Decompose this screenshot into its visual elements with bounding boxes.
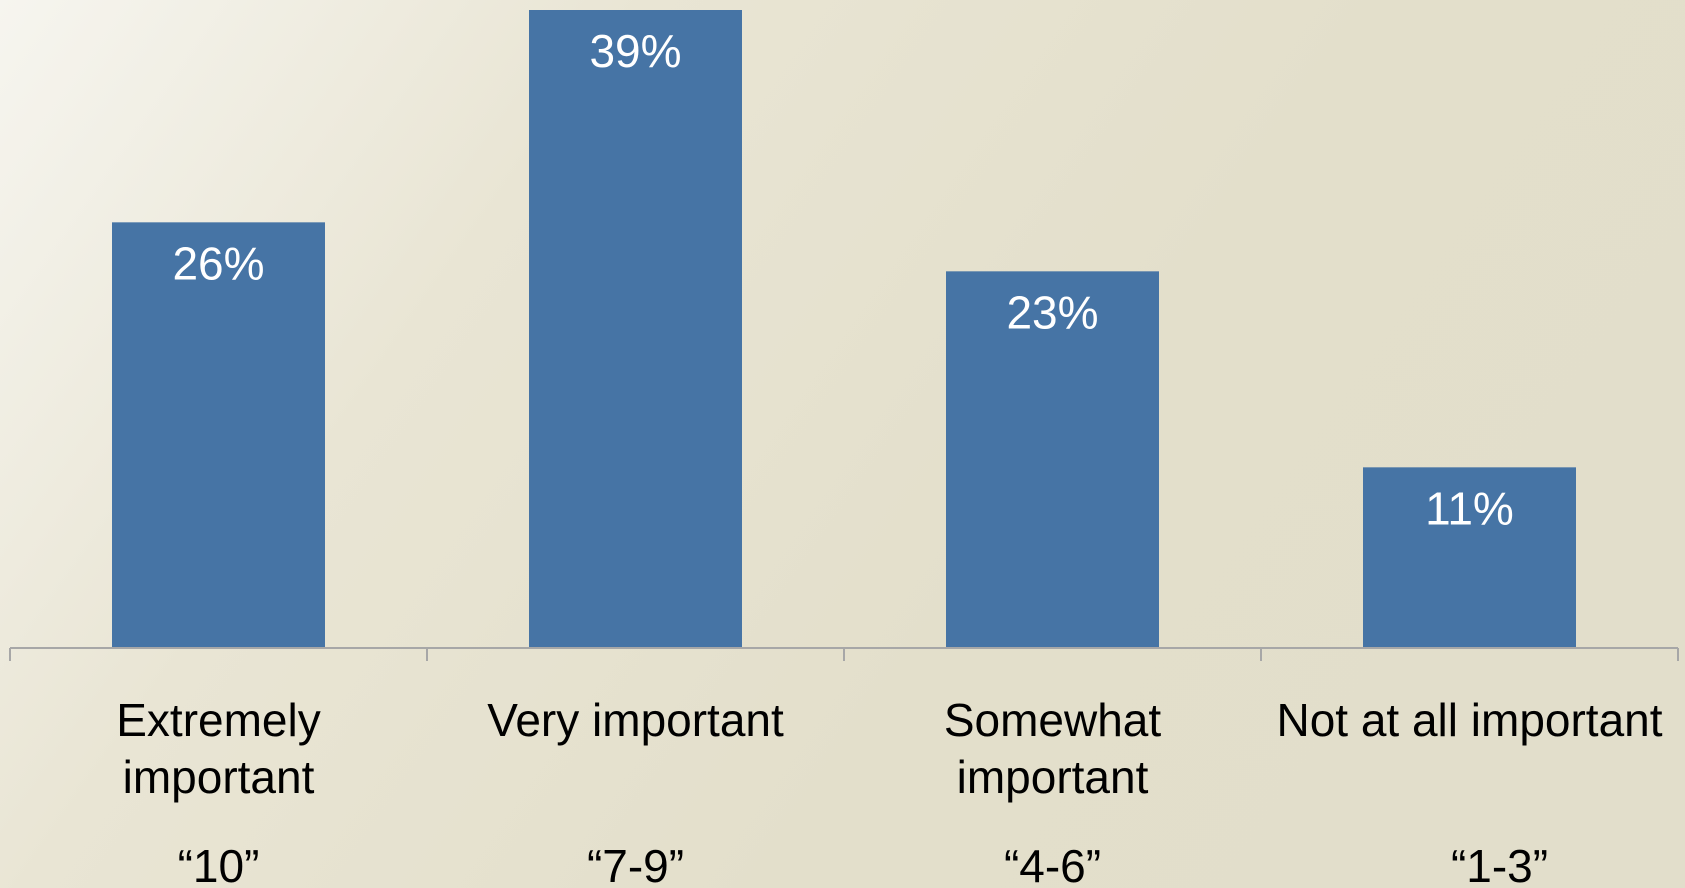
bar-3 bbox=[1363, 467, 1576, 647]
value-label-3: 11% bbox=[1425, 482, 1514, 534]
bar-1 bbox=[529, 10, 742, 647]
bar-2 bbox=[946, 271, 1159, 647]
category-label-1-line-0: Very important bbox=[487, 694, 784, 746]
category-sublabel-3: “1-3” bbox=[1451, 840, 1548, 888]
category-sublabel-0: “10” bbox=[178, 840, 260, 888]
category-label-0-line-1: important bbox=[123, 751, 315, 803]
category-label-3-line-0: Not at all important bbox=[1276, 694, 1662, 746]
category-sublabel-1: “7-9” bbox=[587, 840, 684, 888]
category-sublabel-2: “4-6” bbox=[1004, 840, 1101, 888]
bars-layer bbox=[112, 10, 1576, 648]
bar-0 bbox=[112, 222, 325, 648]
category-label-0-line-0: Extremely bbox=[116, 694, 320, 746]
value-label-2: 23% bbox=[1006, 286, 1098, 338]
value-label-0: 26% bbox=[172, 237, 264, 289]
value-label-1: 39% bbox=[589, 25, 681, 77]
category-label-2-line-1: important bbox=[957, 751, 1149, 803]
category-label-2-line-0: Somewhat bbox=[944, 694, 1162, 746]
x-axis bbox=[9, 647, 1679, 661]
